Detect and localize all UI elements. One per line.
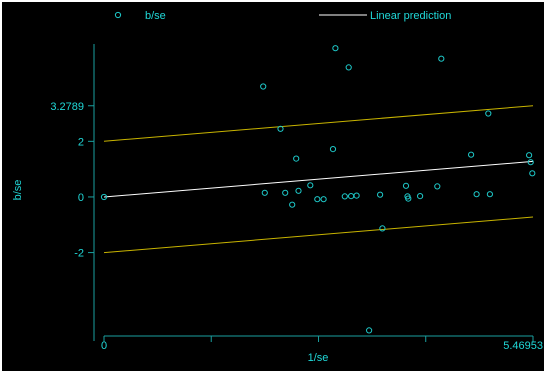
upper-bound-line [103, 105, 534, 142]
data-point [485, 110, 492, 117]
data-point [379, 225, 386, 232]
data-point [345, 64, 352, 71]
y-ticks: 3.2789 2 0 -2 [50, 101, 94, 260]
data-point [366, 327, 373, 334]
x-axis-title: 1/se [308, 352, 329, 364]
data-point [405, 195, 412, 202]
data-point [282, 189, 289, 196]
data-point [527, 159, 534, 166]
data-point [377, 191, 384, 198]
data-point [468, 151, 475, 158]
data-point [295, 187, 302, 194]
data-point [529, 170, 536, 177]
data-point [289, 201, 296, 208]
y-tick-label: -2 [74, 248, 84, 260]
legend-label-scatter: b/se [145, 10, 166, 22]
data-point [473, 191, 480, 198]
x-ticks: 0 5.46953 [101, 336, 543, 352]
data-point [260, 83, 267, 90]
y-tick-label: 2 [78, 136, 84, 148]
data-point [526, 152, 533, 159]
lower-bound-line [103, 216, 534, 254]
data-point [277, 125, 284, 132]
data-point [402, 182, 410, 189]
scatter-points [100, 45, 536, 334]
data-point [293, 155, 300, 162]
data-point [100, 193, 108, 201]
legend-marker-circle-icon [114, 11, 122, 19]
data-point [353, 192, 360, 199]
x-tick-label: 0 [101, 340, 107, 352]
y-tick-label: 3.2789 [50, 101, 84, 113]
data-point [486, 191, 493, 198]
data-point [261, 189, 268, 196]
data-point [320, 196, 327, 203]
data-point [329, 146, 337, 153]
data-point [307, 182, 314, 189]
data-point [341, 193, 348, 200]
y-tick-label: 0 [78, 192, 84, 204]
x-tick-label: 5.46953 [503, 340, 543, 352]
legend: b/se Linear prediction [114, 10, 451, 22]
linear-prediction-line [103, 160, 534, 198]
data-point [314, 196, 321, 203]
data-point [434, 183, 441, 190]
prediction-lines [103, 105, 534, 254]
data-point [332, 45, 339, 52]
y-axis-title: b/se [12, 180, 24, 201]
data-point [438, 55, 445, 62]
data-point [417, 193, 424, 200]
legend-label-line: Linear prediction [370, 10, 451, 22]
